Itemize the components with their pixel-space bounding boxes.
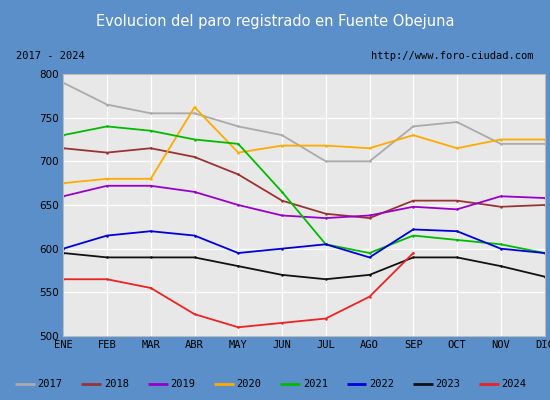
Text: 2018: 2018 [104,379,129,390]
Text: 2024: 2024 [502,379,527,390]
Text: 2021: 2021 [303,379,328,390]
Text: 2017 - 2024: 2017 - 2024 [16,51,85,61]
Text: 2020: 2020 [236,379,262,390]
Text: 2017: 2017 [38,379,63,390]
Text: 2022: 2022 [369,379,394,390]
Text: 2023: 2023 [436,379,460,390]
Text: Evolucion del paro registrado en Fuente Obejuna: Evolucion del paro registrado en Fuente … [96,14,454,29]
Text: http://www.foro-ciudad.com: http://www.foro-ciudad.com [371,51,534,61]
Text: 2019: 2019 [170,379,195,390]
